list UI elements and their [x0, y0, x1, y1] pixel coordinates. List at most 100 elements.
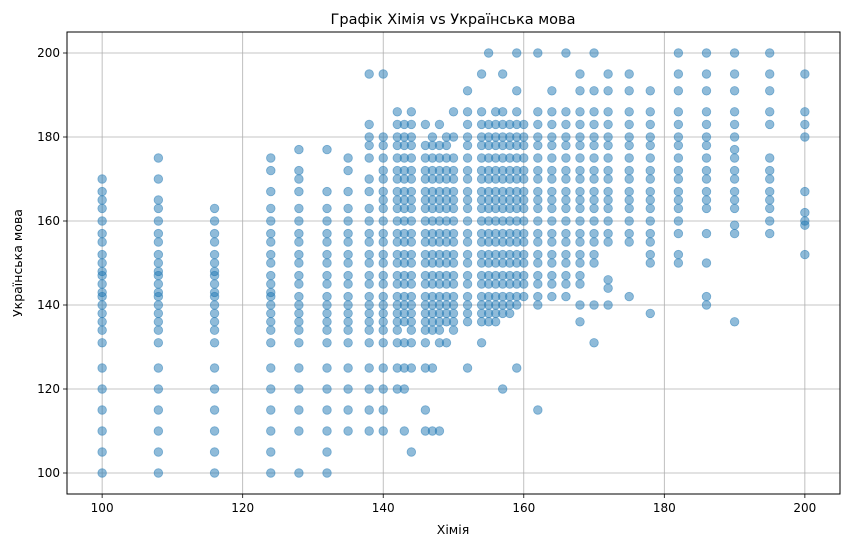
scatter-point — [603, 237, 613, 247]
scatter-point — [448, 317, 459, 327]
scatter-point — [97, 468, 107, 478]
scatter-point — [673, 132, 684, 142]
scatter-point — [519, 132, 529, 142]
scatter-point — [547, 195, 557, 205]
scatter-point — [645, 140, 655, 151]
scatter-point — [266, 426, 276, 436]
scatter-point — [406, 325, 417, 335]
scatter-point — [533, 107, 543, 117]
scatter-point — [343, 249, 353, 260]
scatter-point — [97, 300, 107, 310]
scatter-point — [392, 325, 402, 335]
scatter-point — [322, 338, 332, 348]
scatter-point — [729, 220, 740, 230]
scatter-point — [533, 405, 543, 415]
scatter-point — [519, 203, 529, 214]
scatter-point — [603, 140, 613, 151]
scatter-point — [547, 203, 557, 214]
scatter-point — [364, 140, 374, 151]
scatter-point — [533, 119, 543, 130]
scatter-point — [266, 363, 276, 373]
scatter-point — [533, 237, 543, 247]
scatter-point — [462, 270, 473, 281]
scatter-point — [561, 132, 571, 142]
scatter-point — [399, 426, 410, 436]
scatter-point — [765, 228, 775, 239]
scatter-point — [519, 186, 529, 197]
scatter-point — [294, 249, 304, 260]
scatter-point — [294, 363, 304, 373]
scatter-point — [624, 203, 634, 214]
scatter-point — [97, 258, 107, 268]
scatter-point — [701, 203, 712, 214]
scatter-point — [420, 338, 431, 348]
scatter-point — [448, 300, 459, 310]
scatter-point — [701, 86, 712, 96]
scatter-point — [800, 207, 810, 218]
scatter-point — [701, 291, 712, 302]
scatter-point — [624, 86, 634, 96]
scatter-point — [153, 195, 164, 205]
scatter-point — [153, 300, 164, 310]
scatter-point — [322, 363, 332, 373]
scatter-point — [561, 216, 571, 226]
scatter-point — [729, 144, 740, 155]
scatter-point — [673, 107, 684, 117]
scatter-point — [153, 426, 164, 436]
scatter-point — [645, 216, 655, 226]
scatter-point — [575, 119, 585, 130]
scatter-point — [519, 279, 529, 289]
scatter-point — [645, 119, 655, 130]
scatter-point — [97, 237, 107, 247]
points-layer — [97, 48, 810, 478]
scatter-point — [765, 186, 775, 197]
scatter-point — [322, 300, 332, 310]
scatter-point — [729, 203, 740, 214]
scatter-point — [512, 363, 522, 373]
scatter-point — [462, 228, 473, 239]
scatter-point — [364, 237, 374, 247]
scatter-point — [97, 266, 107, 277]
scatter-point — [462, 279, 473, 289]
scatter-point — [645, 258, 655, 268]
scatter-point — [561, 107, 571, 117]
scatter-point — [406, 186, 417, 197]
scatter-point — [547, 258, 557, 268]
scatter-point — [294, 338, 304, 348]
scatter-point — [519, 119, 529, 130]
scatter-point — [701, 300, 712, 310]
scatter-point — [378, 249, 388, 260]
scatter-point — [603, 300, 613, 310]
scatter-point — [462, 195, 473, 205]
scatter-point — [575, 258, 585, 268]
scatter-point — [364, 325, 374, 335]
scatter-point — [343, 291, 353, 302]
scatter-point — [364, 203, 374, 214]
scatter-point — [153, 203, 164, 214]
scatter-point — [153, 447, 164, 457]
scatter-point — [547, 107, 557, 117]
scatter-point — [561, 237, 571, 247]
scatter-point — [406, 270, 417, 281]
scatter-point — [406, 308, 417, 319]
scatter-point — [399, 384, 410, 394]
scatter-point — [406, 237, 417, 247]
scatter-point — [448, 325, 459, 335]
scatter-point — [266, 338, 276, 348]
scatter-point — [378, 186, 388, 197]
scatter-point — [97, 363, 107, 373]
scatter-point — [765, 48, 775, 58]
scatter-point — [97, 186, 107, 197]
scatter-point — [294, 468, 304, 478]
scatter-point — [294, 258, 304, 268]
scatter-point — [392, 107, 402, 117]
scatter-point — [364, 270, 374, 281]
scatter-point — [462, 308, 473, 319]
scatter-point — [153, 216, 164, 226]
scatter-point — [800, 249, 810, 260]
scatter-point — [561, 249, 571, 260]
scatter-point — [645, 203, 655, 214]
scatter-point — [624, 291, 634, 302]
